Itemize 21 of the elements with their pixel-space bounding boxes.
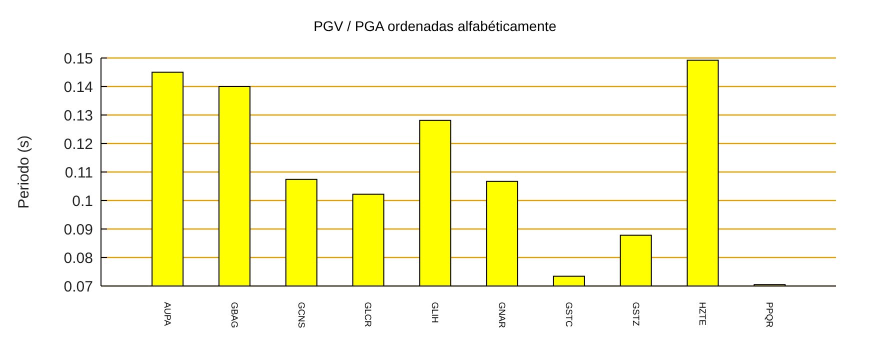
x-tick-label: PPQR bbox=[764, 302, 775, 328]
y-tick-label: 0.12 bbox=[64, 136, 93, 153]
y-tick-label: 0.07 bbox=[64, 278, 93, 296]
x-tick-label: GSTZ bbox=[630, 302, 641, 326]
x-tick-label: HZTE bbox=[698, 302, 708, 326]
x-tick-label: GSTC bbox=[564, 302, 574, 328]
x-tick-label: GLCR bbox=[363, 302, 374, 328]
x-tick-label: GBAG bbox=[229, 302, 240, 328]
y-tick-label: 0.09 bbox=[64, 221, 93, 238]
y-tick-label: 0.08 bbox=[64, 250, 93, 267]
y-tick-label: 0.14 bbox=[64, 78, 93, 96]
y-tick-label: 0.13 bbox=[64, 107, 93, 124]
x-tick-label: AUPA bbox=[162, 302, 172, 326]
x-tick-label: GNAR bbox=[496, 302, 507, 329]
x-tick-label: GCNS bbox=[296, 302, 306, 328]
y-tick-label: 0.1 bbox=[72, 192, 93, 210]
chart-title: PGV / PGA ordenadas alfabéticamente bbox=[312, 18, 558, 34]
y-axis-title: Periodo (s) bbox=[16, 135, 32, 209]
y-tick-label: 0.15 bbox=[64, 50, 93, 68]
y-tick-label: 0.11 bbox=[64, 164, 93, 182]
x-tick-label: GLIH bbox=[430, 302, 440, 324]
